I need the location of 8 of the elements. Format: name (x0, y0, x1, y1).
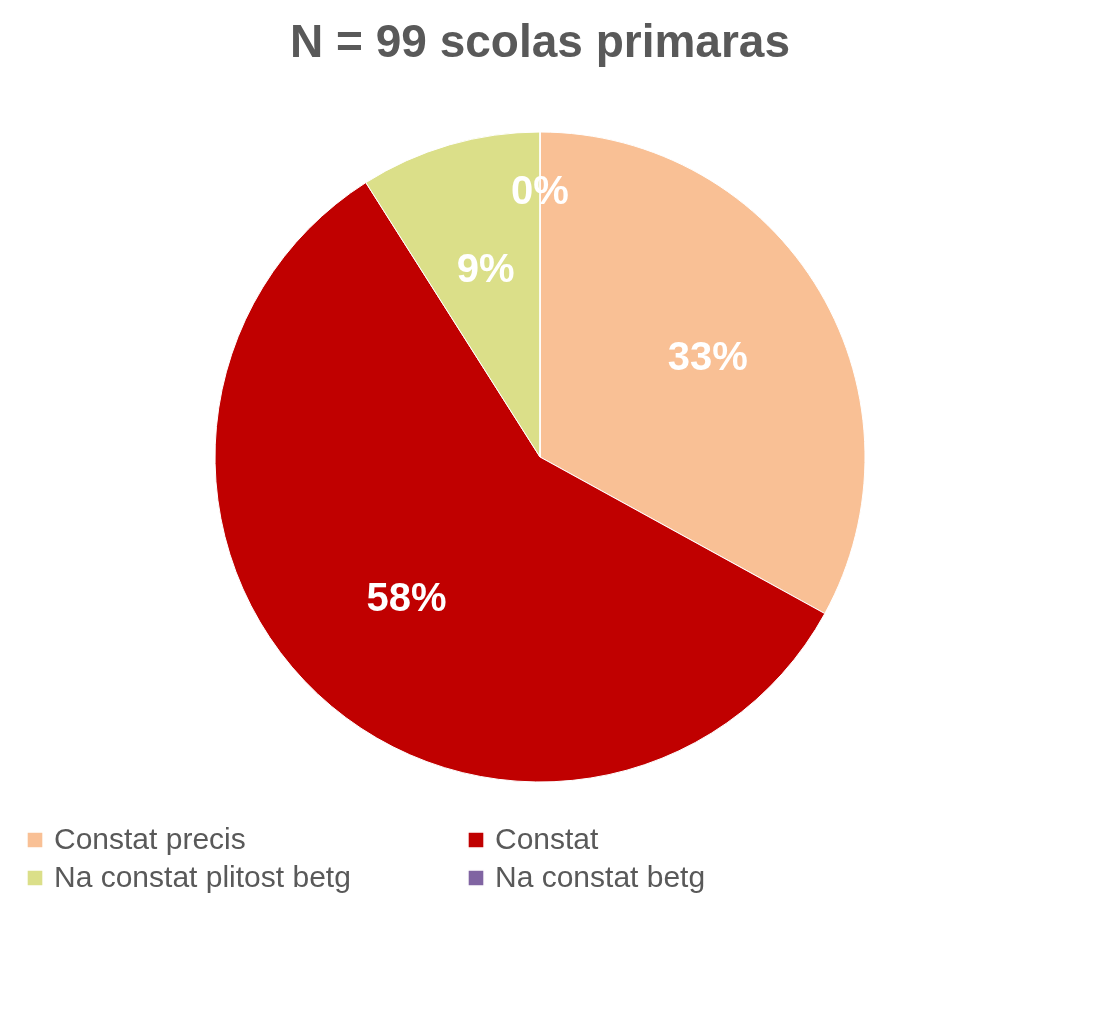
chart-title: N = 99 scolas primaras (290, 15, 790, 67)
data-label: 33% (667, 333, 748, 378)
legend-label: Constat precis (54, 822, 246, 855)
legend-label: Na constat betg (495, 860, 706, 893)
legend-label: Constat (495, 822, 600, 855)
data-label: 58% (366, 575, 447, 620)
legend-label: Na constat plitost betg (54, 860, 351, 893)
data-label: 9% (456, 245, 515, 290)
